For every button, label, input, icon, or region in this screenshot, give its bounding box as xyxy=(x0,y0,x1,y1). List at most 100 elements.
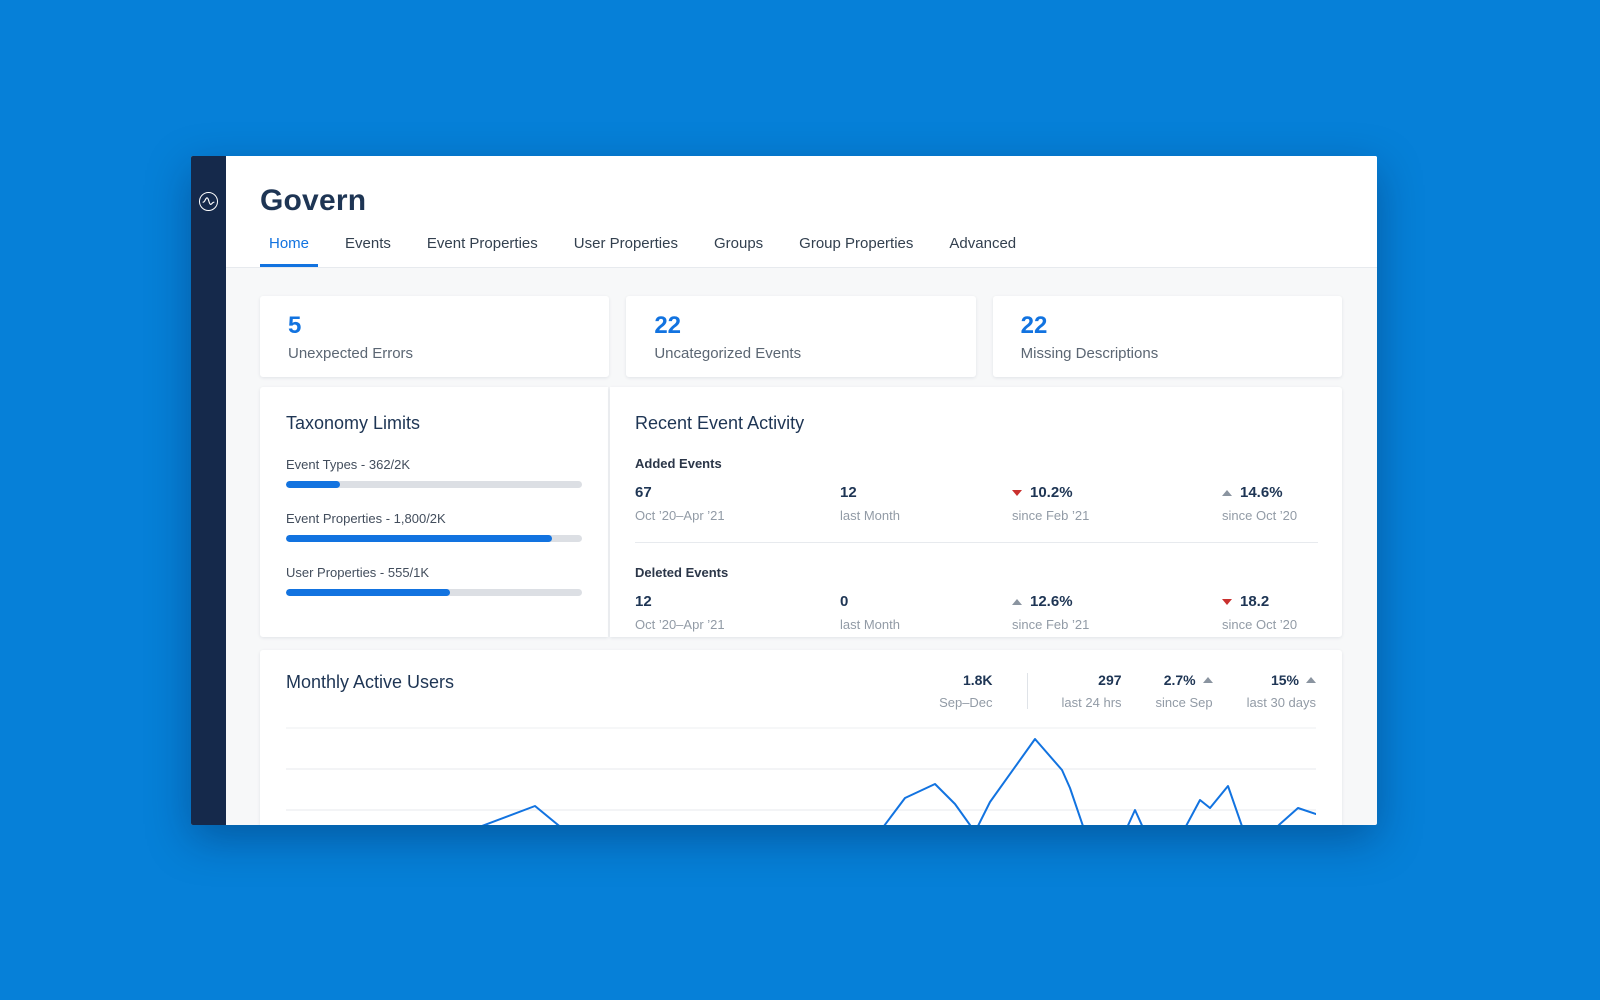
stat-caption: Oct ’20–Apr ’21 xyxy=(635,617,725,632)
progress-track xyxy=(286,589,582,596)
stat-value-text: 10.2% xyxy=(1030,484,1073,501)
chart-svg xyxy=(286,727,1316,825)
recent-event-activity-card: Recent Event Activity Added Events 67 Oc… xyxy=(610,387,1342,637)
taxonomy-title: Taxonomy Limits xyxy=(286,413,421,433)
left-nav-rail xyxy=(191,156,226,825)
mau-stat-caption: last 24 hrs xyxy=(1061,695,1122,710)
stat-value-text: 12.6% xyxy=(1030,593,1073,610)
summary-value: 22 xyxy=(1020,312,1048,339)
stat-value: 14.6% xyxy=(1222,484,1318,502)
tab-event-properties[interactable]: Event Properties xyxy=(426,235,538,252)
stat-block: 0 last Month xyxy=(840,593,1012,632)
stat-caption: since Feb ’21 xyxy=(1012,508,1090,523)
mau-stat-caption: since Sep xyxy=(1155,695,1213,710)
mau-stat-value: 15% xyxy=(1271,672,1316,688)
progress-fill xyxy=(286,535,553,542)
stat-caption: last Month xyxy=(840,617,900,632)
deleted-events-label: Deleted Events xyxy=(635,565,729,580)
content-area: 5 Unexpected Errors 22 Uncategorized Eve… xyxy=(226,268,1377,825)
stat-value: 10.2% xyxy=(1012,484,1222,502)
main-panel: Govern Home Events Event Properties User… xyxy=(226,156,1377,825)
app-window: Govern Home Events Event Properties User… xyxy=(191,156,1377,825)
added-events-stats: 67 Oct ’20–Apr ’21 12 last Month 10.2% xyxy=(635,484,1318,523)
stat-block: 12.6% since Feb ’21 xyxy=(1012,593,1222,632)
summary-value: 22 xyxy=(654,312,682,339)
summary-label: Uncategorized Events xyxy=(654,345,802,362)
stat-value-text: 18.2 xyxy=(1240,593,1270,610)
stat-value: 67 xyxy=(635,484,652,501)
pulse-glyph xyxy=(202,197,215,205)
stat-caption: last Month xyxy=(840,508,900,523)
vertical-divider xyxy=(1026,673,1028,709)
tab-events[interactable]: Events xyxy=(345,235,391,252)
summary-card-row: 5 Unexpected Errors 22 Uncategorized Eve… xyxy=(260,296,1342,377)
stat-caption: since Oct ’20 xyxy=(1222,508,1298,523)
mau-title: Monthly Active Users xyxy=(286,672,455,692)
summary-value: 5 xyxy=(288,312,302,339)
stat-value: 12 xyxy=(635,593,652,610)
added-events-label: Added Events xyxy=(635,456,722,471)
progress-track xyxy=(286,481,582,488)
deleted-events-stats: 12 Oct ’20–Apr ’21 0 last Month 12.6% xyxy=(635,593,1318,632)
tab-advanced[interactable]: Advanced xyxy=(949,235,1017,252)
mau-stat-value: 2.7% xyxy=(1164,672,1213,688)
section-divider xyxy=(635,542,1318,543)
summary-card-missing-descriptions[interactable]: 22 Missing Descriptions xyxy=(992,296,1342,377)
stat-block: 67 Oct ’20–Apr ’21 xyxy=(635,484,840,523)
progress-track xyxy=(286,535,582,542)
taxonomy-item-event-types: Event Types - 362/2K xyxy=(286,457,582,488)
stat-value: 12 xyxy=(840,484,857,501)
mau-stat-last-30days: 15% last 30 days xyxy=(1247,672,1316,710)
trend-up-icon xyxy=(1306,677,1316,683)
stat-block: 12 Oct ’20–Apr ’21 xyxy=(635,593,840,632)
summary-card-unexpected-errors[interactable]: 5 Unexpected Errors xyxy=(260,296,610,377)
stat-value: 0 xyxy=(840,593,849,610)
monthly-active-users-card: Monthly Active Users 1.8K Sep–Dec 297 la… xyxy=(260,650,1342,825)
tab-groups[interactable]: Groups xyxy=(713,235,764,252)
stat-block: 14.6% since Oct ’20 xyxy=(1222,484,1318,523)
progress-fill xyxy=(286,589,451,596)
mau-stat-last-24hrs: 297 last 24 hrs xyxy=(1062,672,1122,710)
stat-caption: Oct ’20–Apr ’21 xyxy=(635,508,725,523)
taxonomy-item-user-properties: User Properties - 555/1K xyxy=(286,565,582,596)
summary-card-uncategorized-events[interactable]: 22 Uncategorized Events xyxy=(626,296,976,377)
taxonomy-item-label: Event Properties - 1,800/2K xyxy=(286,511,446,526)
stat-caption: since Feb ’21 xyxy=(1012,617,1090,632)
stat-value: 18.2 xyxy=(1222,593,1318,611)
taxonomy-item-label: Event Types - 362/2K xyxy=(286,457,411,472)
stat-block: 10.2% since Feb ’21 xyxy=(1012,484,1222,523)
mau-stat-value-text: 2.7% xyxy=(1163,672,1196,688)
progress-fill xyxy=(286,481,340,488)
stat-value-text: 14.6% xyxy=(1240,484,1283,501)
mau-stat-value: 297 xyxy=(1098,672,1122,688)
page-title: Govern xyxy=(260,184,367,217)
mau-line xyxy=(481,738,1316,825)
taxonomy-limits-card: Taxonomy Limits Event Types - 362/2K Eve… xyxy=(260,387,608,637)
mau-stat-since-sep: 2.7% since Sep xyxy=(1156,672,1213,710)
stat-caption: since Oct ’20 xyxy=(1222,617,1298,632)
tab-group-properties[interactable]: Group Properties xyxy=(799,235,914,252)
trend-down-icon xyxy=(1012,490,1022,496)
mau-stat-value-text: 15% xyxy=(1270,672,1299,688)
amplitude-logo-icon[interactable] xyxy=(199,192,218,211)
tab-user-properties[interactable]: User Properties xyxy=(573,235,678,252)
tab-home[interactable]: Home xyxy=(260,235,319,267)
mau-stat-caption: last 30 days xyxy=(1246,695,1316,710)
trend-up-icon xyxy=(1202,677,1213,683)
taxonomy-item-event-properties: Event Properties - 1,800/2K xyxy=(286,511,582,542)
trend-up-icon xyxy=(1222,490,1232,496)
recent-activity-title: Recent Event Activity xyxy=(635,413,805,433)
stat-block: 12 last Month xyxy=(840,484,1012,523)
mau-stat-range: 1.8K Sep–Dec xyxy=(939,672,992,710)
trend-up-icon xyxy=(1012,599,1022,605)
trend-down-icon xyxy=(1222,599,1232,605)
stat-block: 18.2 since Oct ’20 xyxy=(1222,593,1318,632)
mau-stat-value: 1.8K xyxy=(962,672,993,688)
mau-header: Monthly Active Users 1.8K Sep–Dec 297 la… xyxy=(286,672,1316,710)
mau-line-chart xyxy=(286,720,1316,825)
summary-label: Missing Descriptions xyxy=(1020,345,1159,362)
mau-stat-caption: Sep–Dec xyxy=(939,695,993,710)
summary-label: Unexpected Errors xyxy=(288,345,414,362)
mau-stats-row: 1.8K Sep–Dec 297 last 24 hrs 2.7% xyxy=(905,672,1316,710)
page-header: Govern Home Events Event Properties User… xyxy=(226,156,1377,268)
